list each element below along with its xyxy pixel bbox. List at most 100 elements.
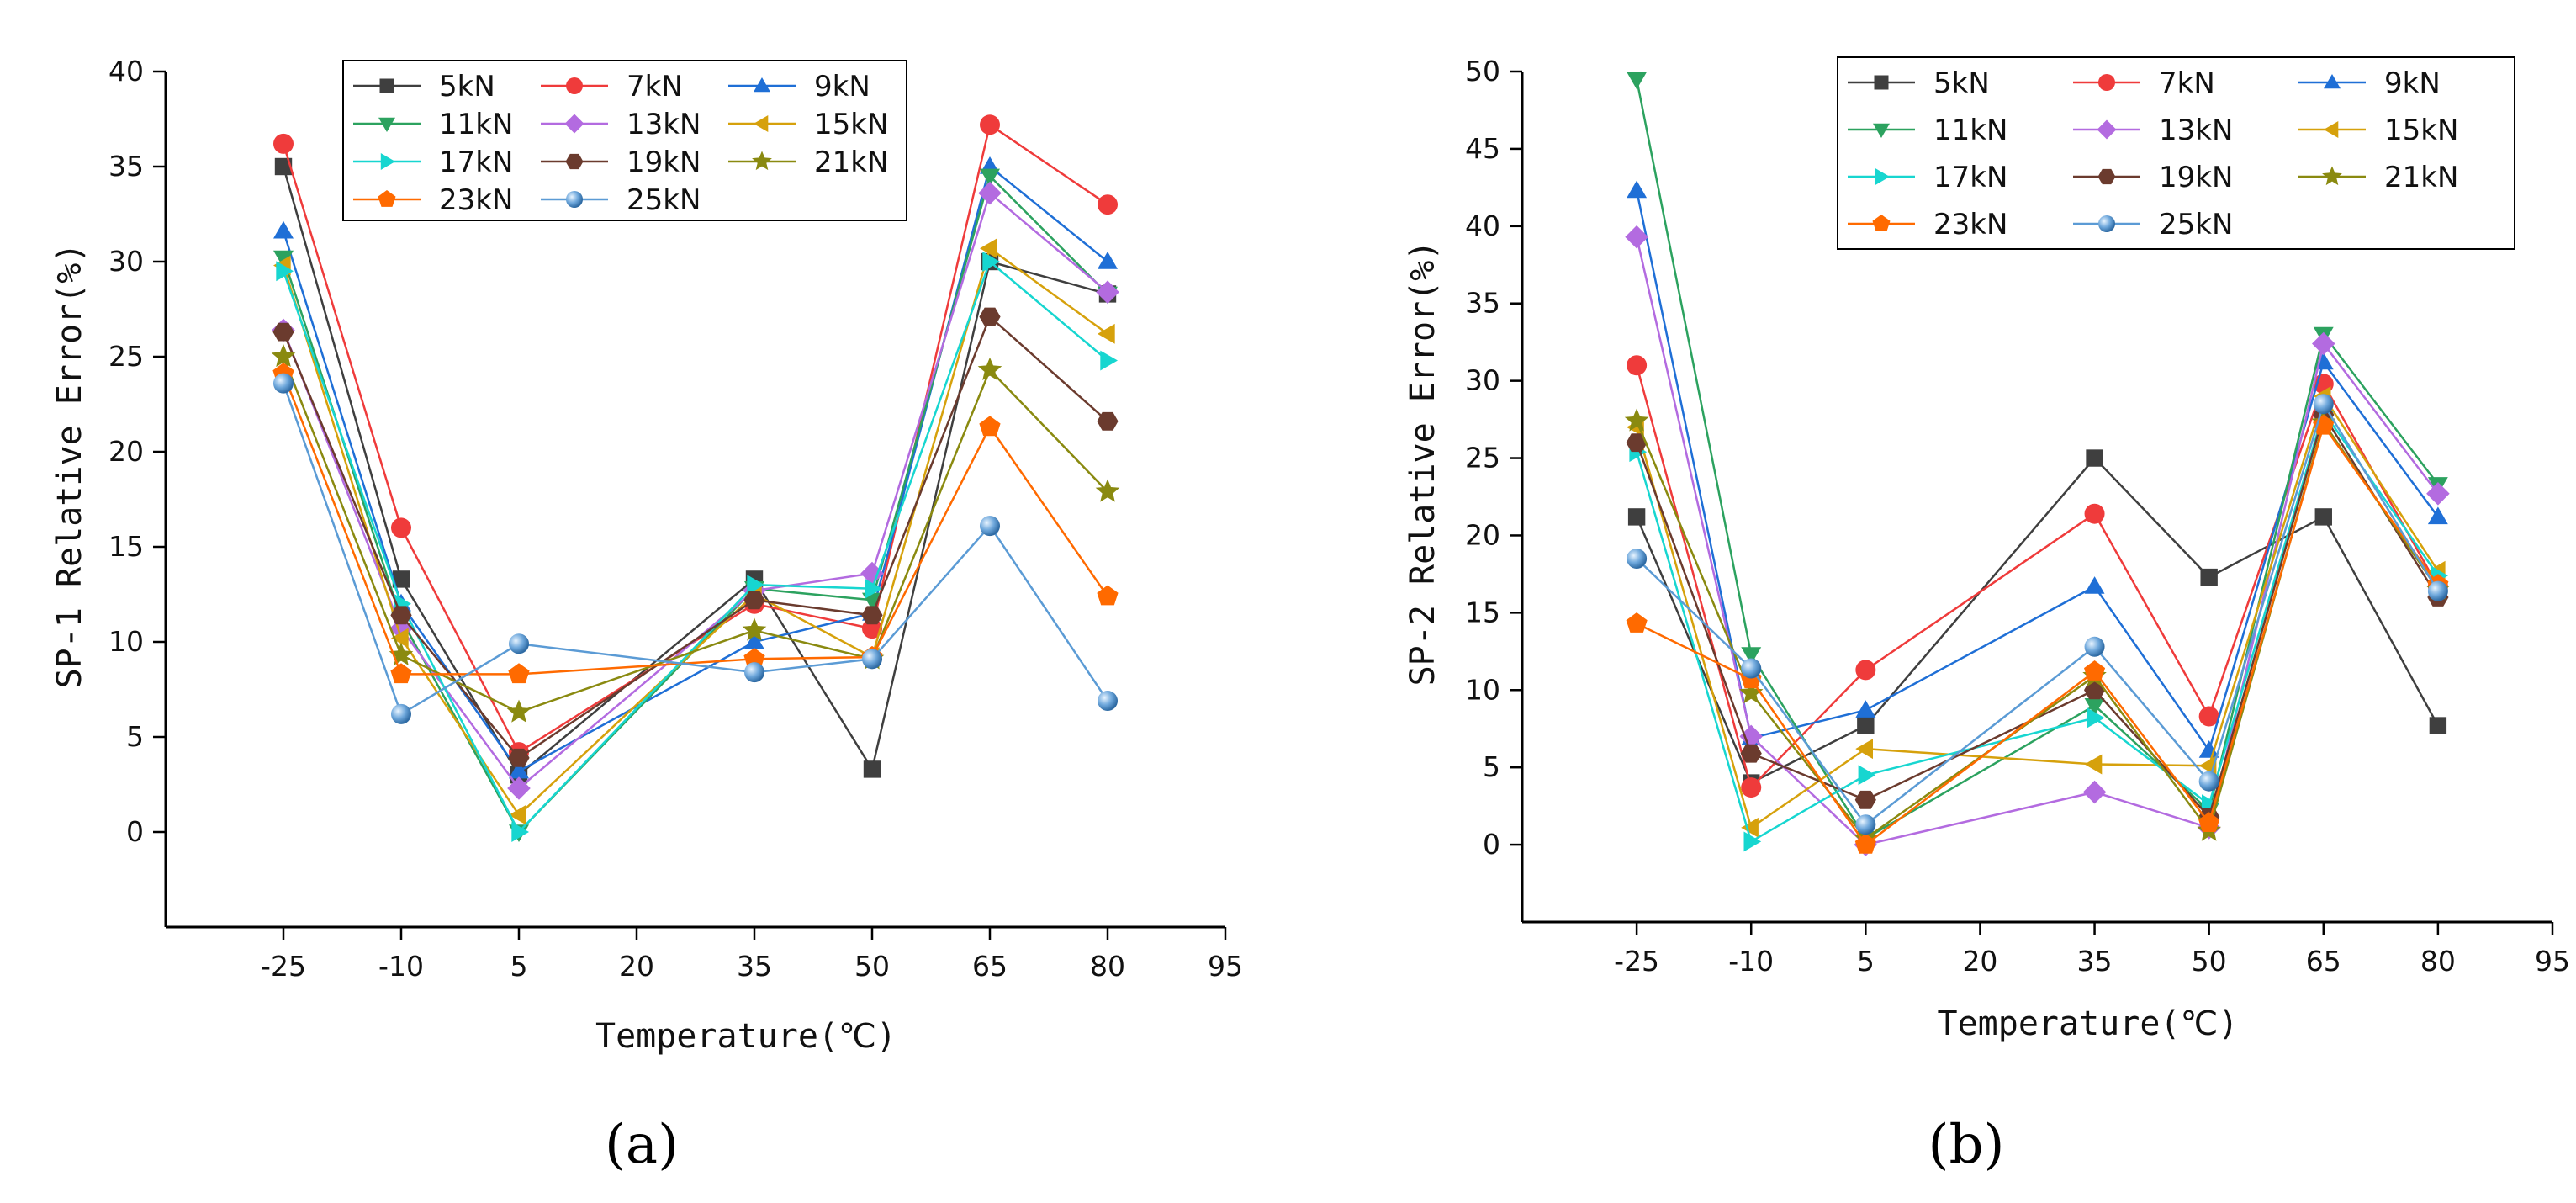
y-tick-label: 20 (1465, 518, 1500, 551)
y-tick-label: 45 (1465, 132, 1500, 165)
data-point (390, 606, 412, 625)
x-tick-label: 20 (619, 950, 654, 983)
y-tick-label: 5 (126, 720, 144, 753)
y-tick-label: 50 (1465, 55, 1500, 87)
data-point (1743, 831, 1762, 852)
legend-label: 9kN (814, 70, 870, 103)
legend-label: 7kN (2159, 66, 2215, 100)
legend-marker (754, 77, 770, 93)
y-tick-label: 5 (1483, 750, 1500, 783)
data-point (1857, 717, 1875, 734)
x-tick-label: 20 (1962, 945, 1997, 978)
data-point (1627, 549, 1648, 570)
data-point (1855, 739, 1873, 760)
data-point (1097, 585, 1119, 606)
data-point (511, 822, 529, 842)
data-point (1100, 350, 1118, 371)
data-point (2314, 508, 2332, 526)
legend-box (342, 60, 907, 221)
data-point (506, 699, 532, 723)
y-tick-label: 15 (108, 530, 144, 563)
data-point (979, 416, 1001, 437)
x-tick-label: 50 (854, 950, 890, 983)
data-point (273, 250, 294, 268)
legend-label: 23kN (1933, 208, 2007, 241)
y-tick-label: 30 (108, 245, 144, 278)
data-point (509, 804, 526, 825)
data-point (1098, 194, 1118, 215)
legend-item: 25kN (2073, 208, 2233, 241)
data-point (978, 181, 1002, 205)
legend-label: 25kN (627, 183, 701, 217)
legend-marker (378, 190, 396, 207)
data-point (1626, 612, 1648, 633)
data-point (2084, 636, 2105, 657)
legend-label: 19kN (2159, 161, 2233, 194)
data-point (862, 649, 882, 670)
legend-marker (565, 153, 584, 170)
y-tick-label: 0 (1483, 828, 1500, 861)
data-point (743, 648, 765, 668)
data-point (1739, 724, 1763, 749)
y-tick-label: 25 (1465, 442, 1500, 474)
legend-label: 17kN (1933, 161, 2007, 194)
x-axis-title: Temperature(℃) (595, 1017, 897, 1056)
x-tick-label: 35 (2077, 945, 2113, 978)
legend-box (1837, 56, 2515, 250)
legend-label: 15kN (814, 108, 888, 141)
y-tick-label: 10 (1465, 673, 1500, 706)
data-point (2084, 698, 2105, 716)
data-point (273, 133, 294, 154)
legend-item: 17kN (1848, 161, 2007, 194)
data-point (2426, 482, 2450, 506)
legend-item: 19kN (2073, 161, 2233, 194)
legend-item: 13kN (541, 108, 701, 141)
data-point (744, 662, 764, 683)
series-line (282, 259, 1108, 835)
x-tick-label: 5 (1857, 945, 1875, 978)
legend-label: 5kN (1933, 66, 1990, 100)
legend-label: 19kN (627, 146, 701, 179)
data-point (1854, 833, 1876, 854)
data-point (1855, 700, 1876, 718)
legend-item: 25kN (541, 183, 701, 217)
data-point (2429, 717, 2447, 734)
x-tick-label: 50 (2192, 945, 2227, 978)
data-point (980, 238, 997, 259)
data-point (1741, 777, 1762, 798)
data-point (509, 633, 529, 654)
y-tick-label: 20 (108, 435, 144, 468)
legend-item: 9kN (728, 70, 870, 103)
series-line (1635, 394, 2439, 829)
data-point (2313, 394, 2334, 415)
data-point (863, 760, 881, 778)
data-point (507, 776, 531, 800)
data-point (509, 760, 529, 779)
data-point (1739, 680, 1764, 704)
data-point (1741, 658, 1762, 679)
legend-label: 15kN (2384, 114, 2458, 147)
data-point (1741, 817, 1759, 838)
legend-item: 21kN (728, 146, 888, 179)
data-point (977, 357, 1002, 380)
y-tick-label: 35 (108, 150, 144, 183)
data-point (2084, 754, 2103, 775)
data-point (2086, 449, 2103, 467)
data-point (1854, 790, 1876, 809)
legend-marker (2324, 121, 2339, 138)
data-point (1627, 508, 1646, 526)
data-point (2198, 706, 2219, 727)
x-tick-label: -25 (261, 950, 306, 983)
data-point (272, 322, 294, 342)
data-point (1626, 433, 1648, 453)
legend-item: 21kN (2298, 161, 2458, 194)
series-25kN (273, 373, 1118, 724)
data-point (860, 561, 884, 586)
legend: 5kN 7kN 9kN 11kN 13kN 15kN 17kN 19kN 21kN 23kN 25k… (342, 60, 907, 221)
data-point (982, 252, 1000, 272)
data-point (392, 570, 410, 588)
legend-marker (2097, 168, 2116, 185)
data-point (273, 373, 294, 394)
legend-marker (1872, 215, 1891, 231)
panel-label: (b) (1928, 1114, 2005, 1176)
